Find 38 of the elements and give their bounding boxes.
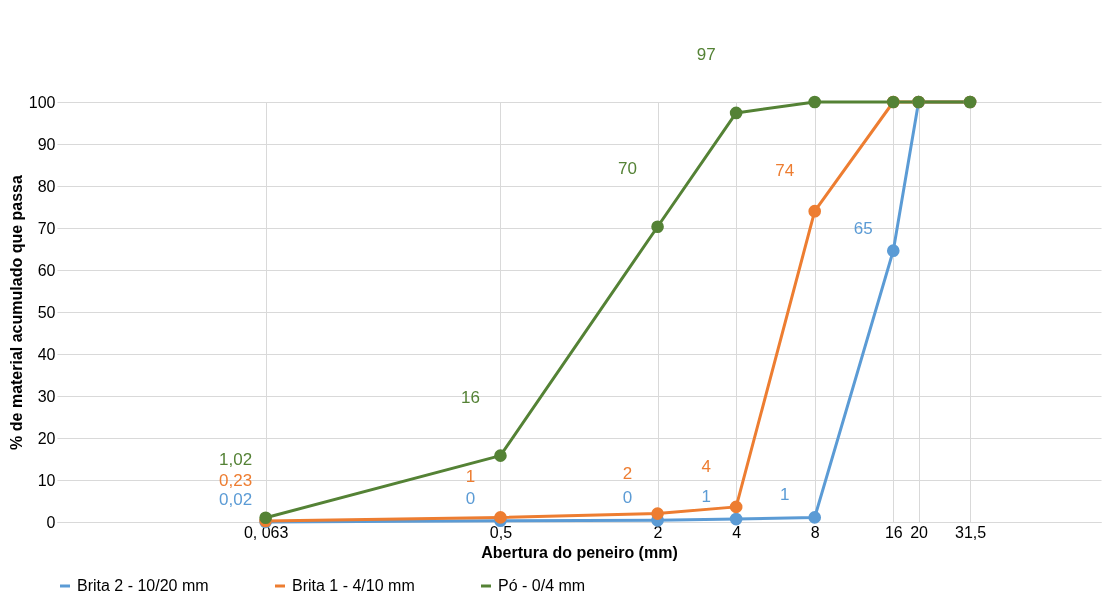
data-label: 97 bbox=[696, 44, 716, 64]
legend-label: Pó - 0/4 mm bbox=[498, 577, 586, 594]
x-tick-label: 8 bbox=[810, 523, 820, 541]
legend-label: Brita 1 - 4/10 mm bbox=[292, 577, 415, 594]
y-tick-label: 10 bbox=[37, 471, 56, 489]
y-tick-label: 40 bbox=[37, 345, 56, 363]
data-label: 0 bbox=[465, 488, 476, 508]
data-label: 0,23 bbox=[219, 471, 253, 491]
y-tick-label: 20 bbox=[37, 429, 56, 447]
data-label: 1 bbox=[779, 485, 790, 505]
data-label: 0,02 bbox=[219, 489, 253, 509]
x-tick-label: 0,5 bbox=[489, 523, 513, 541]
legend-label: Brita 2 - 10/20 mm bbox=[77, 577, 209, 594]
data-label: 16 bbox=[460, 387, 480, 407]
y-tick-label: 0 bbox=[46, 513, 56, 531]
data-label: 65 bbox=[853, 218, 873, 238]
x-tick-label: 16 bbox=[884, 523, 903, 541]
x-tick-label: 2 bbox=[653, 523, 663, 541]
data-label: 70 bbox=[618, 158, 638, 178]
x-tick-label: 31,5 bbox=[954, 523, 987, 541]
data-label: 2 bbox=[622, 463, 633, 483]
data-label: 1,02 bbox=[219, 449, 253, 469]
y-tick-label: 30 bbox=[37, 387, 56, 405]
y-tick-label: 80 bbox=[37, 177, 56, 195]
data-label: 4 bbox=[701, 456, 711, 476]
y-axis-title: % de material acumulado que passa bbox=[7, 175, 25, 450]
data-label: 1 bbox=[465, 467, 476, 487]
data-label: 0 bbox=[622, 488, 633, 508]
y-tick-label: 70 bbox=[37, 219, 56, 237]
x-axis-title: Abertura do peneiro (mm) bbox=[481, 543, 678, 561]
y-tick-label: 100 bbox=[28, 93, 56, 111]
data-label: 1 bbox=[701, 487, 711, 507]
x-tick-label: 4 bbox=[732, 523, 742, 541]
data-label: 74 bbox=[775, 161, 795, 181]
y-tick-label: 60 bbox=[37, 261, 56, 279]
y-tick-label: 50 bbox=[37, 303, 56, 321]
y-tick-label: 90 bbox=[37, 135, 56, 153]
x-tick-label: 20 bbox=[910, 523, 929, 541]
